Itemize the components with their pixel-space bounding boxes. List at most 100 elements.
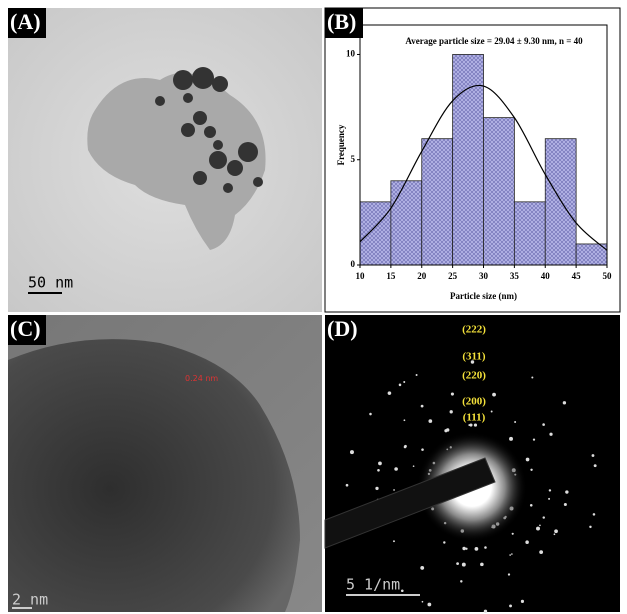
scale-bar-label: 2 nm xyxy=(12,591,48,609)
ring-label: (311) xyxy=(462,351,486,363)
spot xyxy=(403,381,405,383)
y-axis-label: Frequency xyxy=(336,124,346,165)
spot xyxy=(509,554,511,556)
spot xyxy=(413,465,415,467)
spot xyxy=(480,563,482,565)
spot xyxy=(589,526,591,528)
bar xyxy=(422,139,453,265)
x-axis-label: Particle size (nm) xyxy=(450,291,517,301)
scale-bar-label: 5 1/nm xyxy=(346,576,400,594)
y-tick-label: 5 xyxy=(351,154,356,164)
spot xyxy=(512,533,514,535)
spot xyxy=(399,384,402,387)
ring-label: (220) xyxy=(462,370,486,382)
spot xyxy=(511,553,513,555)
bar xyxy=(391,181,422,265)
spot xyxy=(421,405,424,408)
spot xyxy=(416,374,418,376)
bar xyxy=(453,54,484,265)
spot xyxy=(474,424,477,427)
panel-label: (D) xyxy=(327,316,358,341)
bar xyxy=(514,202,545,265)
spot xyxy=(509,437,513,441)
x-tick-label: 40 xyxy=(541,271,551,281)
spot xyxy=(427,603,431,607)
spot xyxy=(393,540,395,542)
spot xyxy=(549,489,551,491)
spot xyxy=(509,604,512,607)
spot xyxy=(394,467,398,471)
spot xyxy=(533,439,535,441)
ring-label: (200) xyxy=(462,396,486,408)
spot xyxy=(539,525,541,527)
spot xyxy=(484,610,487,613)
spot xyxy=(375,487,378,490)
spot xyxy=(554,529,558,533)
spot xyxy=(420,566,424,570)
spot xyxy=(525,540,529,544)
y-tick-label: 0 xyxy=(351,259,356,269)
ring-label: (222) xyxy=(462,324,486,336)
spot xyxy=(475,547,479,551)
spot xyxy=(563,401,566,404)
x-tick-label: 35 xyxy=(510,271,520,281)
spot xyxy=(539,550,543,554)
spot xyxy=(450,410,453,413)
lattice-annotation: 0.24 nm xyxy=(185,374,218,383)
spot xyxy=(456,562,459,565)
spot xyxy=(530,469,532,471)
chart-title: Average particle size = 29.04 ± 9.30 nm,… xyxy=(405,36,583,46)
spot xyxy=(526,458,530,462)
x-tick-label: 45 xyxy=(572,271,582,281)
spot xyxy=(350,450,354,454)
spot xyxy=(377,469,380,472)
spot xyxy=(369,413,372,416)
spot xyxy=(443,541,445,543)
spot xyxy=(421,448,424,451)
spot xyxy=(462,563,466,567)
spot xyxy=(548,498,550,500)
figure: (A) 50 nm (B) 10 15 20 25 30 35 40 45 50 0 5 10 Aver… xyxy=(0,0,627,614)
spot xyxy=(346,484,349,487)
spot xyxy=(530,504,533,507)
spot xyxy=(593,513,596,516)
spot xyxy=(542,423,545,426)
spot xyxy=(393,489,395,491)
spot xyxy=(531,377,533,379)
spot xyxy=(514,421,516,423)
y-tick-label: 10 xyxy=(346,49,356,59)
x-tick-label: 10 xyxy=(356,271,366,281)
spot xyxy=(484,546,487,549)
spot xyxy=(565,490,568,493)
x-tick-label: 15 xyxy=(386,271,396,281)
spot xyxy=(554,533,556,535)
spot xyxy=(491,411,493,413)
spot xyxy=(564,503,567,506)
x-tick-label: 30 xyxy=(479,271,489,281)
spot xyxy=(508,573,510,575)
spot xyxy=(549,433,552,436)
spot xyxy=(536,527,540,531)
spot xyxy=(404,445,407,448)
x-tick-label: 25 xyxy=(448,271,458,281)
x-tick-label: 50 xyxy=(603,271,613,281)
panel-label: (C) xyxy=(10,316,41,341)
ring-label: (111) xyxy=(463,412,486,424)
bar xyxy=(484,118,515,265)
panel-label: (B) xyxy=(327,9,356,34)
spot xyxy=(462,547,465,550)
spot xyxy=(543,516,545,518)
spot xyxy=(460,580,462,582)
x-tick-label: 20 xyxy=(417,271,427,281)
spot xyxy=(388,391,392,395)
scale-bar-label: 50 nm xyxy=(28,274,73,292)
spot xyxy=(451,392,454,395)
spot xyxy=(446,428,449,431)
bar xyxy=(545,139,576,265)
spot xyxy=(378,462,382,466)
panel-label: (A) xyxy=(10,9,41,34)
spot xyxy=(492,393,496,397)
spot xyxy=(401,589,404,592)
spot xyxy=(403,419,405,421)
spot xyxy=(594,464,597,467)
